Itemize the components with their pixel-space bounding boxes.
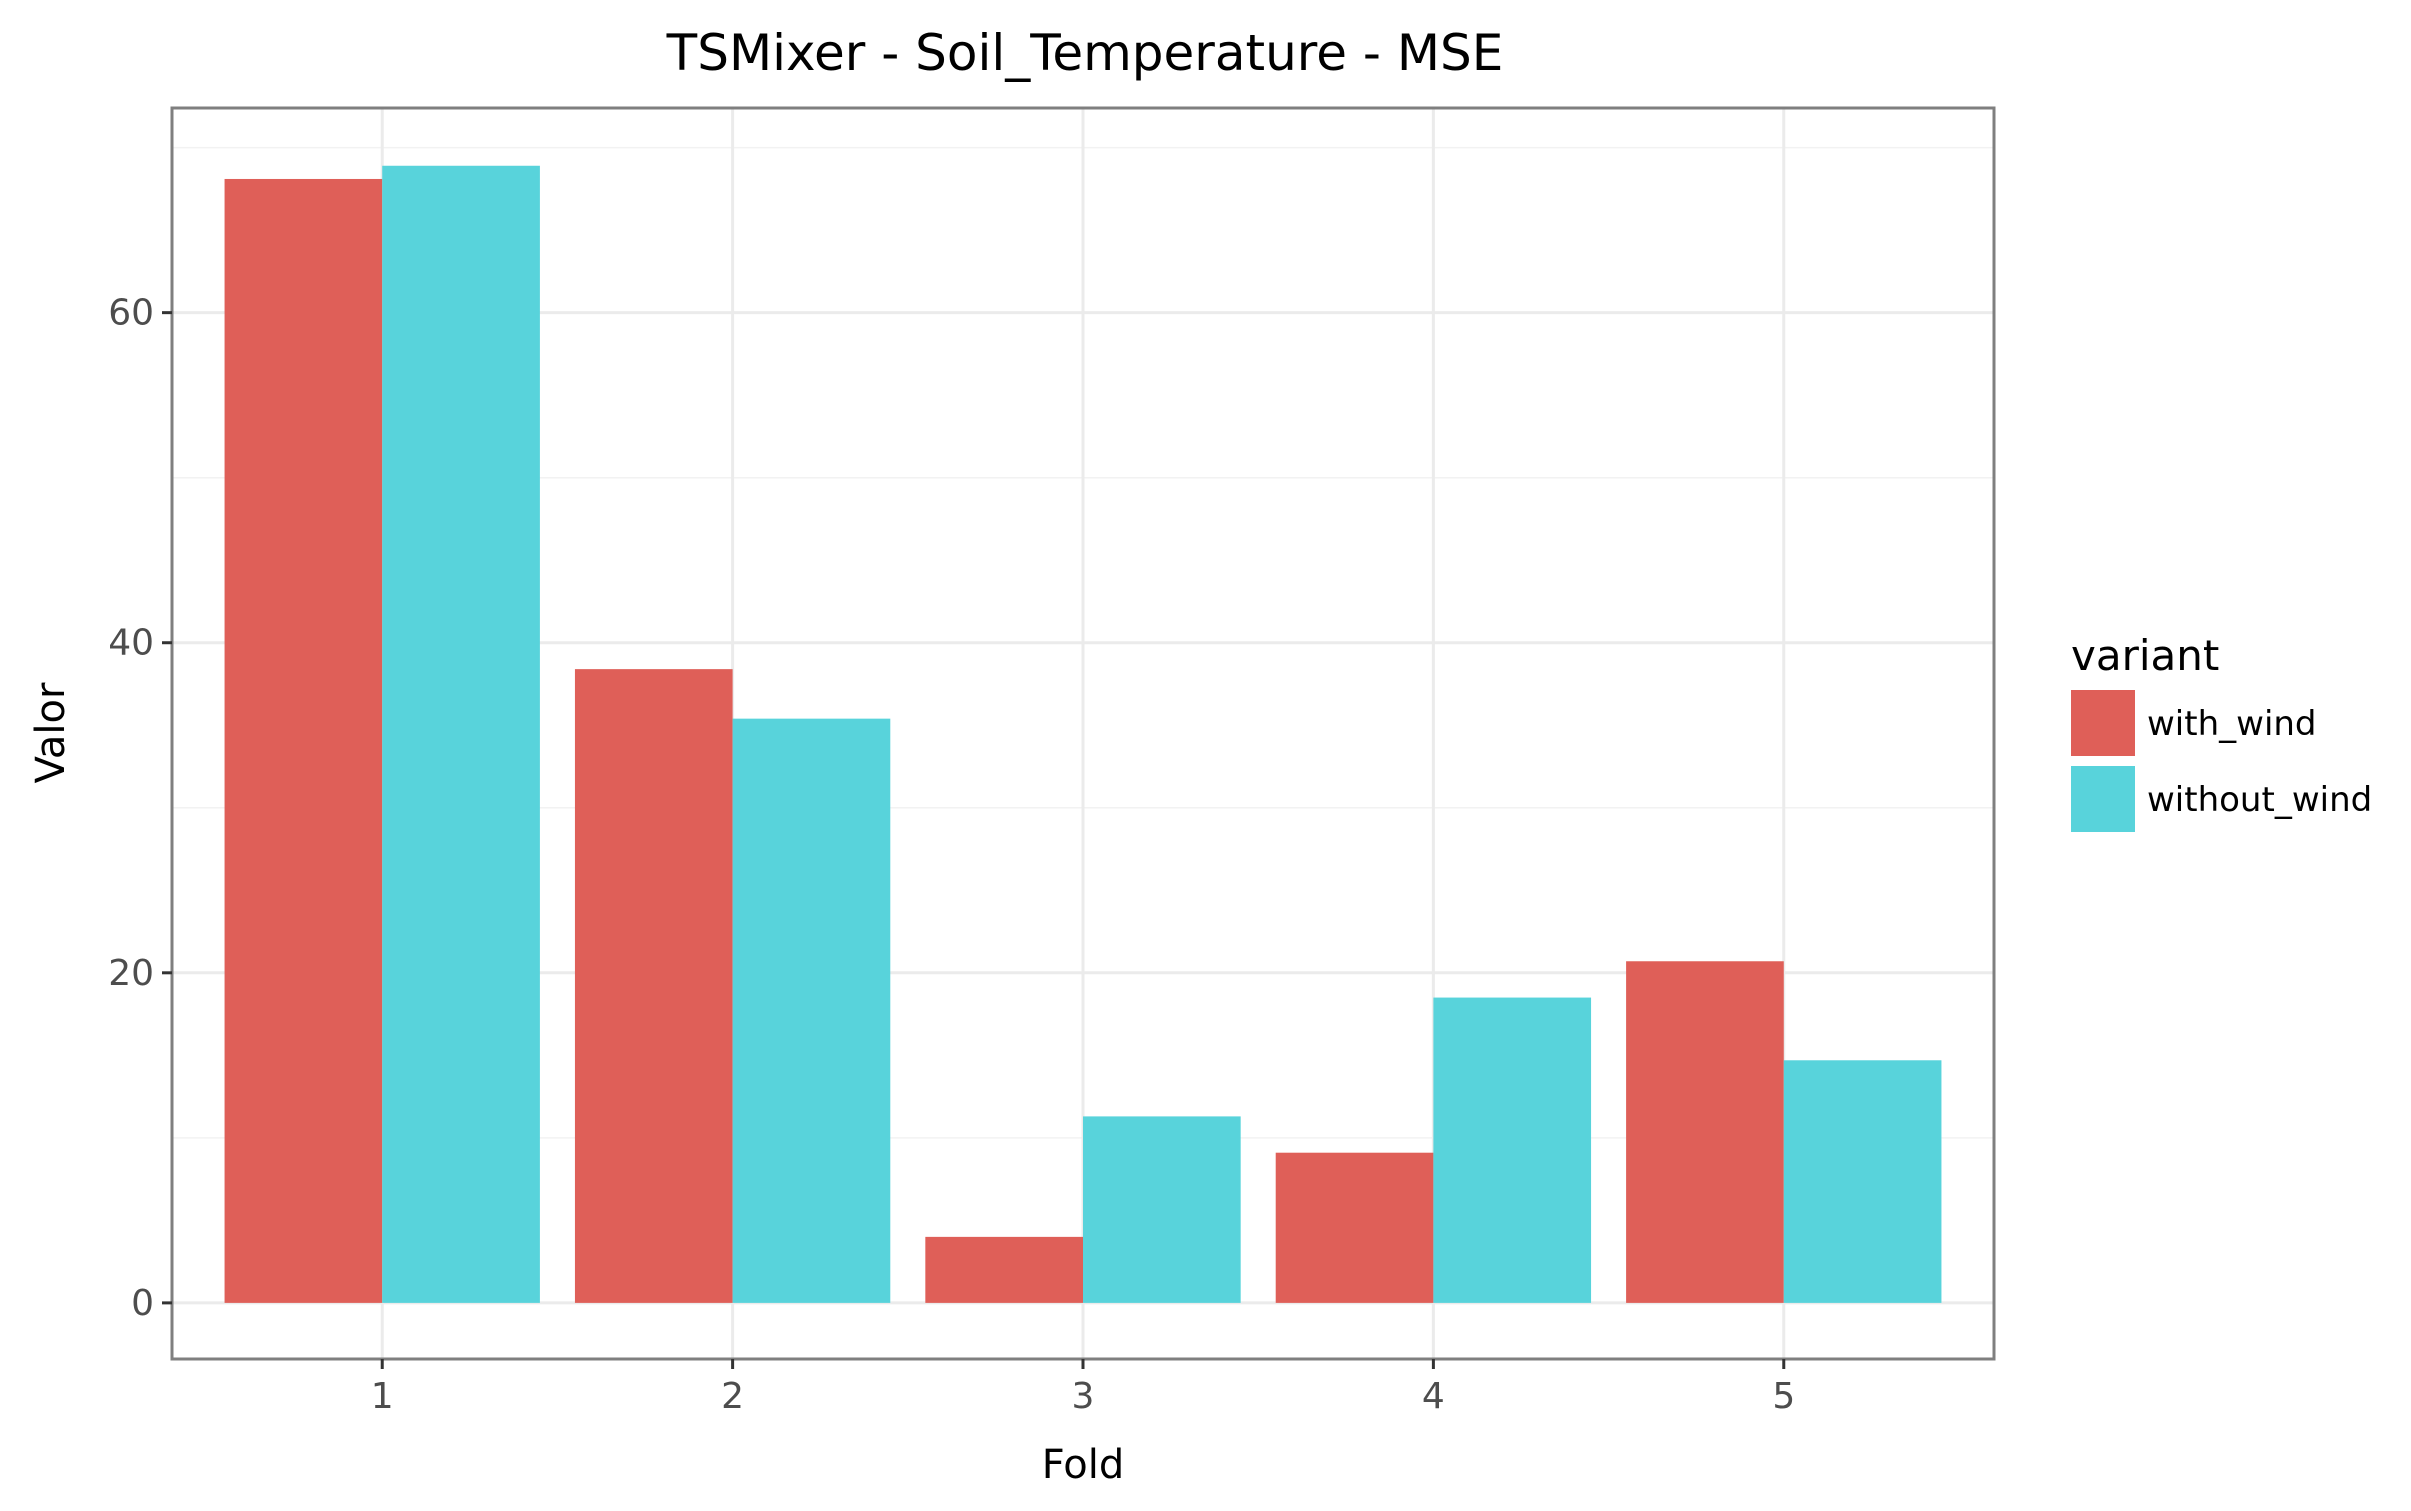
bar-with_wind-fold-1 [224, 178, 383, 1303]
y-axis-title: Valor [28, 682, 74, 783]
bar-without_wind-fold-4 [1433, 997, 1592, 1303]
y-tick-label: 0 [131, 1283, 154, 1324]
bar-with_wind-fold-5 [1626, 961, 1784, 1303]
legend-items: with_wind without_wind [2071, 690, 2372, 832]
legend-label-without_wind: without_wind [2147, 780, 2372, 820]
x-tick-label: 3 [1072, 1376, 1095, 1417]
bar-with_wind-fold-4 [1275, 1152, 1434, 1303]
y-tick-label: 20 [108, 953, 154, 994]
bars [224, 165, 1942, 1303]
bar-with_wind-fold-3 [925, 1236, 1083, 1303]
x-tick-label: 4 [1422, 1376, 1445, 1417]
bar-without_wind-fold-2 [732, 718, 891, 1303]
bar-without_wind-fold-3 [1083, 1116, 1241, 1303]
y-axis: 0 20 40 60 [108, 293, 172, 1324]
x-axis: 1 2 3 4 5 [371, 1359, 1795, 1417]
y-tick-label: 60 [108, 293, 154, 334]
legend-title: variant [2071, 631, 2219, 680]
y-tick-label: 40 [108, 623, 154, 664]
x-tick-label: 5 [1772, 1376, 1795, 1417]
x-tick-label: 2 [721, 1376, 744, 1417]
bar-without_wind-fold-1 [382, 165, 540, 1303]
x-axis-title: Fold [1042, 1442, 1125, 1488]
bar-without_wind-fold-5 [1783, 1060, 1942, 1303]
chart-title: TSMixer - Soil_Temperature - MSE [666, 24, 1504, 82]
legend-label-with_wind: with_wind [2147, 704, 2317, 744]
legend-swatch-without_wind [2071, 766, 2135, 832]
x-tick-label: 1 [371, 1376, 394, 1417]
bar-with_wind-fold-2 [574, 669, 733, 1303]
legend: variant with_wind without_wind [2071, 631, 2372, 832]
legend-swatch-with_wind [2071, 690, 2135, 756]
